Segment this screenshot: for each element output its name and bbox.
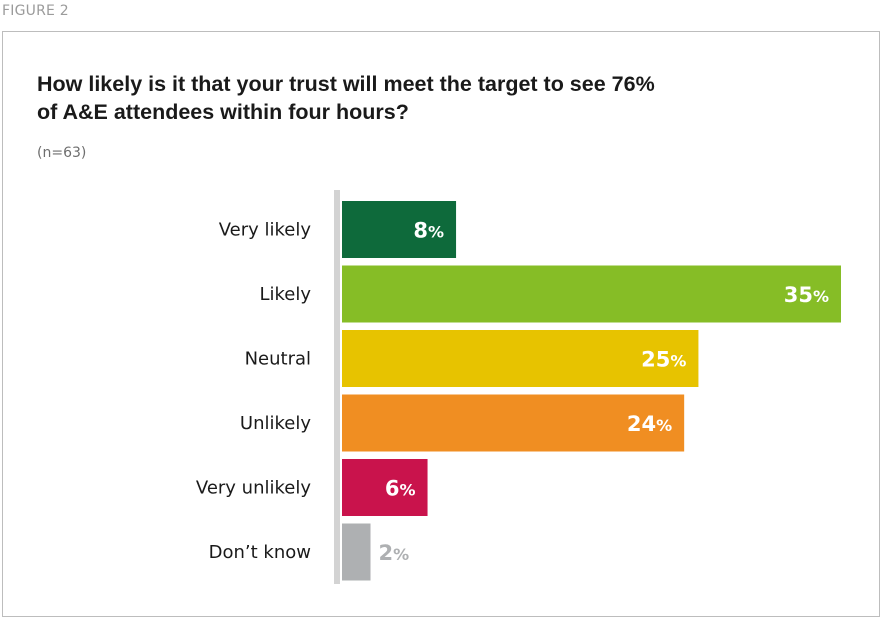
value-label-neutral: 25% <box>641 348 686 372</box>
category-label-neutral: Neutral <box>245 349 311 370</box>
bar-don-t-know <box>342 523 371 581</box>
value-label-unlikely: 24% <box>627 412 672 436</box>
bars-group <box>342 201 841 581</box>
category-axis-line <box>334 190 340 584</box>
category-label-very-likely: Very likely <box>219 220 312 241</box>
bar-unlikely <box>342 394 685 452</box>
category-label-likely: Likely <box>259 284 311 305</box>
category-labels-group: Very likely Likely Neutral Unlikely Very unl… <box>196 220 311 564</box>
bar-neutral <box>342 330 699 387</box>
bar-very-unlikely <box>342 459 428 516</box>
chart-title: How likely is it that your trust will me… <box>37 72 655 124</box>
category-label-unlikely: Unlikely <box>240 413 311 434</box>
figure-label: FIGURE 2 <box>2 3 69 19</box>
value-label-very-unlikely: 6% <box>385 477 416 501</box>
value-label-very-likely: 8% <box>413 219 444 243</box>
value-label-likely: 35% <box>784 283 829 307</box>
value-labels-group: 8% 35% 25% 24% 6% 2% <box>379 219 829 566</box>
chart-subtitle: (n=63) <box>37 145 87 161</box>
value-label-don-t-know: 2% <box>379 541 410 565</box>
chart-panel <box>2 31 880 617</box>
category-label-don-t-know: Don’t know <box>209 542 311 563</box>
bar-very-likely <box>342 201 457 258</box>
category-label-very-unlikely: Very unlikely <box>196 478 311 499</box>
bar-likely <box>342 265 841 323</box>
